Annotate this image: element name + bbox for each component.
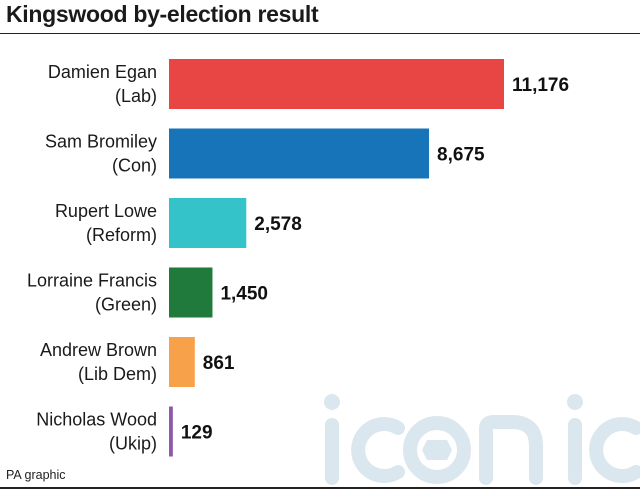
party-label: (Lab) <box>115 86 157 106</box>
bar-sam-bromiley <box>169 128 430 179</box>
source-credit: PA graphic <box>6 468 66 482</box>
value-label: 1,450 <box>220 284 268 305</box>
party-label: (Lib Dem) <box>78 364 157 384</box>
candidate-name-label: Lorraine Francis <box>27 271 157 291</box>
party-label: (Con) <box>112 156 157 176</box>
party-label: (Green) <box>95 295 157 315</box>
value-label: 861 <box>203 353 235 374</box>
candidate-name-label: Rupert Lowe <box>55 201 157 221</box>
title-divider <box>0 33 640 34</box>
bar-lorraine-francis <box>169 267 213 318</box>
bar-andrew-brown <box>169 337 195 387</box>
candidate-name-label: Sam Bromiley <box>45 132 157 152</box>
bar-nicholas-wood <box>169 406 173 457</box>
value-label: 129 <box>181 423 213 444</box>
candidate-name-label: Andrew Brown <box>40 340 157 360</box>
party-label: (Reform) <box>86 225 157 245</box>
footer-divider <box>0 487 640 489</box>
value-label: 2,578 <box>254 214 302 235</box>
candidate-name-label: Nicholas Wood <box>36 410 157 430</box>
bar-rupert-lowe <box>169 198 247 248</box>
chart-title: Kingswood by-election result <box>6 1 319 27</box>
value-label: 8,675 <box>437 145 485 166</box>
bar-damien-egan <box>169 59 504 109</box>
party-label: (Ukip) <box>109 434 157 454</box>
candidate-name-label: Damien Egan <box>48 62 157 82</box>
value-label: 11,176 <box>512 75 569 96</box>
